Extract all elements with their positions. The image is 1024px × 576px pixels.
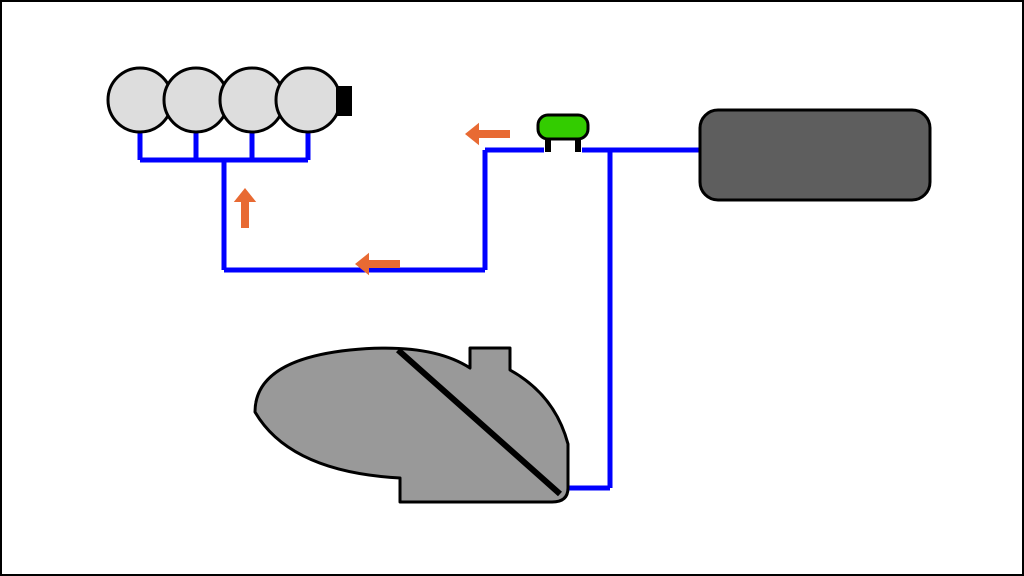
cylinder-circle xyxy=(220,68,284,132)
cylinder-circle xyxy=(164,68,228,132)
cylinder-circle xyxy=(108,68,172,132)
valve-body xyxy=(538,115,588,139)
reservoir-tank xyxy=(700,110,930,200)
end-block xyxy=(336,86,352,116)
cylinder-circle xyxy=(276,68,340,132)
brake-system-diagram xyxy=(0,0,1024,576)
